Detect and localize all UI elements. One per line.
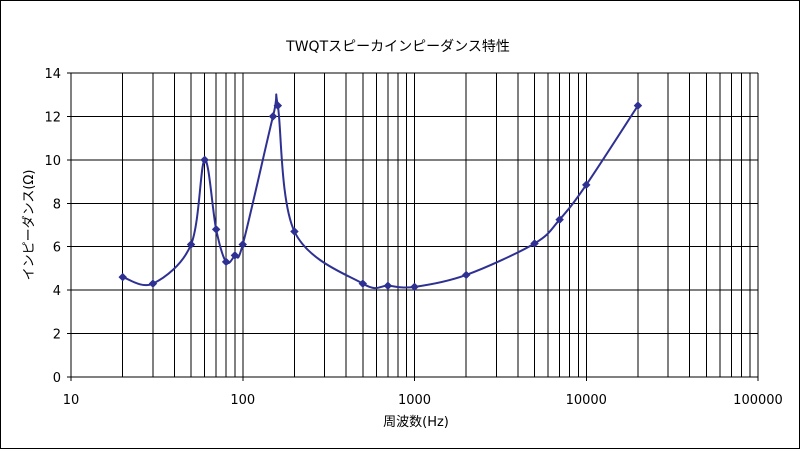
data-point <box>211 225 221 234</box>
y-tick-label: 14 <box>44 67 61 82</box>
data-point <box>461 270 471 280</box>
y-tick-label: 0 <box>53 371 61 386</box>
data-point <box>221 257 231 267</box>
y-tick-label: 6 <box>53 241 61 256</box>
x-tick-label: 100 <box>230 393 255 408</box>
data-point <box>290 227 299 236</box>
y-tick-label: 12 <box>44 110 61 125</box>
series-line <box>122 93 639 290</box>
data-point <box>118 272 127 282</box>
y-axis-label: インピーダンス(Ω) <box>22 170 37 281</box>
data-point <box>238 240 247 249</box>
x-tick-label: 1000 <box>398 393 431 408</box>
data-point <box>268 112 278 121</box>
y-tick-label: 10 <box>44 154 61 169</box>
data-point <box>383 281 393 291</box>
x-tick-label: 10 <box>63 393 80 408</box>
series-layer <box>118 93 643 292</box>
data-point <box>186 240 196 249</box>
data-point <box>358 279 368 288</box>
data-point <box>200 155 209 165</box>
y-tick-label: 2 <box>53 328 61 343</box>
y-tick-label: 4 <box>53 284 61 299</box>
data-point <box>273 101 283 110</box>
x-tick-label: 100000 <box>733 393 783 408</box>
data-point <box>410 282 419 292</box>
grid <box>67 72 759 381</box>
x-tick-label: 10000 <box>566 393 607 408</box>
data-point <box>230 251 240 260</box>
tick-labels: 0 2 4 6 8 10 12 14 10 100 1000 10000 100000 <box>44 67 782 408</box>
x-axis-label: 周波数(Hz) <box>383 415 449 430</box>
chart-title: TWQTスピーカインピーダンス特性 <box>285 39 510 55</box>
y-tick-label: 8 <box>53 197 61 212</box>
data-point <box>148 279 158 288</box>
